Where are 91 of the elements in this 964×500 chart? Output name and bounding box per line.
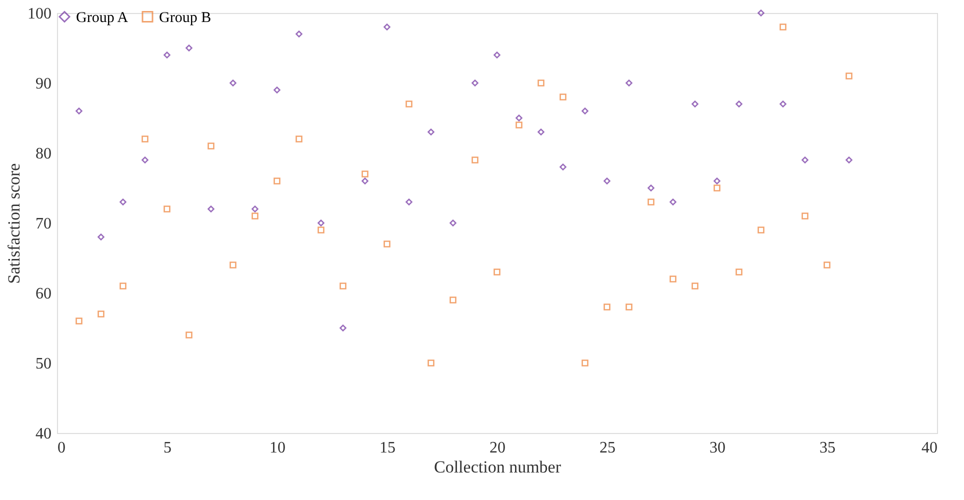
point (230, 80, 236, 86)
point (516, 114, 522, 122)
point (208, 206, 214, 212)
point (846, 72, 852, 80)
point (362, 178, 368, 184)
point (98, 310, 104, 318)
point (274, 178, 280, 184)
x-tick-label: 20 (490, 440, 506, 456)
x-tick-label: 35 (820, 440, 836, 456)
point (362, 170, 368, 178)
point (560, 94, 566, 100)
point (538, 80, 544, 86)
point (406, 198, 412, 206)
x-tick-label: 5 (164, 440, 172, 456)
point (560, 164, 566, 170)
point (98, 234, 104, 240)
point (758, 10, 764, 16)
point (824, 262, 830, 268)
point (296, 136, 302, 142)
y-tick-label: 40 (36, 426, 52, 442)
point (538, 128, 544, 136)
x-tick-label: 15 (380, 440, 396, 456)
point (164, 52, 170, 58)
x-tick-label: 10 (270, 440, 286, 456)
legend-label: Group A (76, 10, 128, 26)
point (626, 304, 632, 310)
point (780, 100, 786, 108)
x-tick-label: 25 (600, 440, 616, 456)
y-tick-label: 70 (36, 216, 52, 232)
point (208, 142, 214, 150)
point (120, 282, 126, 290)
point (780, 24, 786, 30)
point (758, 226, 764, 234)
x-tick-label: 40 (922, 440, 938, 456)
point (186, 44, 192, 52)
point (318, 220, 324, 226)
point (626, 80, 632, 86)
point (802, 212, 808, 220)
point (274, 86, 280, 94)
legend-label: Group B (159, 10, 212, 26)
point (714, 178, 720, 184)
point (692, 282, 698, 290)
x-tick-label: 0 (58, 440, 66, 456)
point (252, 212, 258, 220)
point (340, 282, 346, 290)
point (142, 156, 148, 164)
y-tick-label: 90 (36, 76, 52, 92)
point (582, 360, 588, 366)
point (582, 108, 588, 114)
y-tick-label: 60 (36, 286, 52, 302)
point (296, 30, 302, 38)
y-tick-label: 100 (28, 6, 52, 22)
y-axis-title: Satisfaction score (4, 163, 24, 284)
point (428, 360, 434, 366)
point (472, 80, 478, 86)
point (472, 156, 478, 164)
point (384, 24, 390, 30)
point (604, 304, 610, 310)
point (318, 226, 324, 234)
point (714, 184, 720, 192)
point (736, 100, 742, 108)
point (428, 128, 434, 136)
point (252, 206, 258, 212)
point (670, 198, 676, 206)
point (384, 240, 390, 248)
point (648, 198, 654, 206)
point (670, 276, 676, 282)
point (450, 220, 456, 226)
point (494, 52, 500, 58)
point (340, 324, 346, 332)
y-tick-label: 80 (36, 146, 52, 162)
point (142, 136, 148, 142)
point (692, 100, 698, 108)
point (76, 108, 82, 114)
point (76, 318, 82, 324)
point (186, 332, 192, 338)
point (164, 206, 170, 212)
point (450, 296, 456, 304)
point (120, 198, 126, 206)
point (736, 268, 742, 276)
point (494, 268, 500, 276)
point (406, 100, 412, 108)
x-tick-label: 30 (710, 440, 726, 456)
point (516, 122, 522, 128)
point (604, 178, 610, 184)
point (230, 262, 236, 268)
y-tick-label: 50 (36, 356, 52, 372)
x-axis-title: Collection number (434, 458, 562, 476)
point (846, 156, 852, 164)
point (802, 156, 808, 164)
point (648, 184, 654, 192)
